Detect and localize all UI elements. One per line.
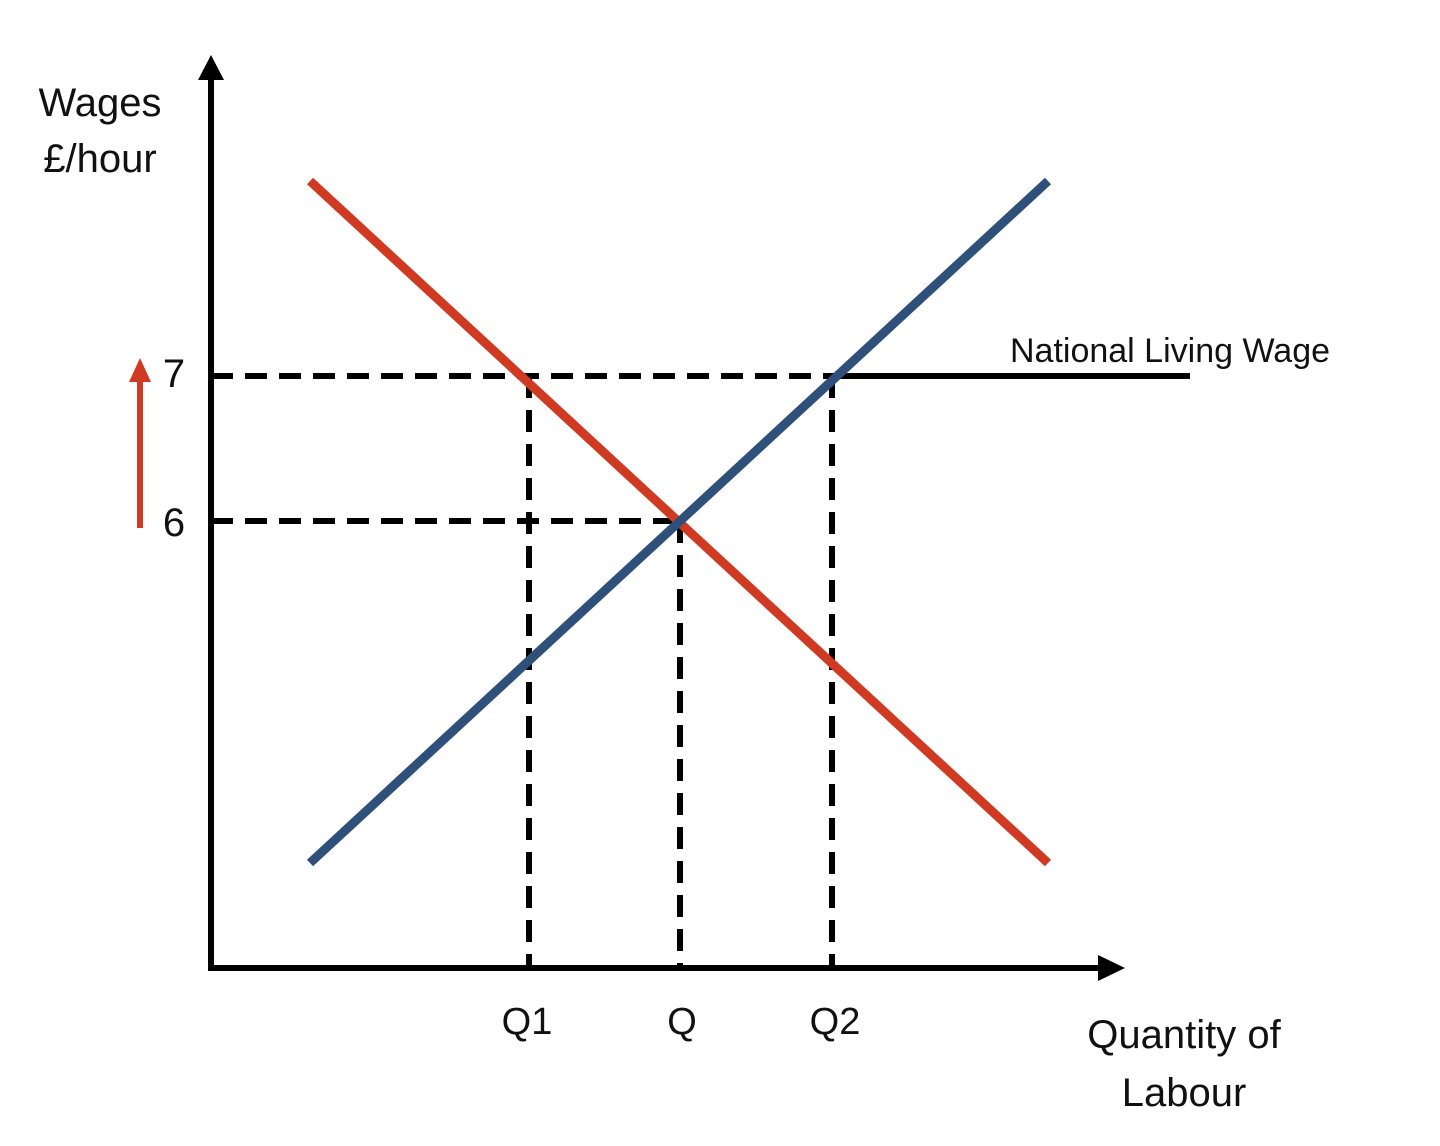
national-living-wage-label: National Living Wage: [1010, 332, 1330, 370]
x-axis-arrowhead: [1098, 955, 1125, 981]
y-tick-7: 7: [163, 352, 185, 396]
y-tick-6: 6: [163, 501, 185, 545]
x-tick-q: Q: [667, 1001, 697, 1043]
y-axis-label-line-1: Wages: [38, 81, 161, 125]
x-tick-q1: Q1: [502, 1001, 553, 1043]
x-axis-label-line-2: Labour: [1122, 1071, 1247, 1115]
x-axis-label-line-1: Quantity of: [1087, 1013, 1281, 1057]
y-axis-label-line-2: £/hour: [43, 137, 156, 181]
up-arrow-icon: [129, 358, 151, 528]
supply-curve: [306, 177, 1052, 867]
y-axis-arrowhead: [198, 55, 224, 80]
x-tick-q2: Q2: [810, 1001, 861, 1043]
